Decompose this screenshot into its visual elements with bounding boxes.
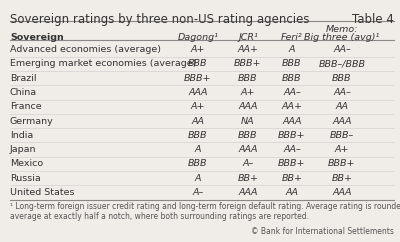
Text: AA: AA — [336, 102, 348, 111]
Text: A+: A+ — [191, 102, 205, 111]
Text: BBB: BBB — [282, 74, 302, 83]
Text: Table 4: Table 4 — [352, 13, 394, 26]
Text: © Bank for International Settlements: © Bank for International Settlements — [251, 227, 394, 236]
Text: BBB: BBB — [188, 131, 208, 140]
Text: China: China — [10, 88, 37, 97]
Text: BBB: BBB — [238, 131, 258, 140]
Text: AA–: AA– — [283, 145, 301, 154]
Text: BBB: BBB — [238, 74, 258, 83]
Text: BBB–: BBB– — [330, 131, 354, 140]
Text: A–: A– — [242, 159, 254, 168]
Text: AA+: AA+ — [238, 45, 258, 54]
Text: A: A — [195, 145, 201, 154]
Text: A: A — [289, 45, 295, 54]
Text: BB+: BB+ — [282, 174, 302, 183]
Text: AAA: AAA — [238, 102, 258, 111]
Text: United States: United States — [10, 188, 74, 197]
Text: AA–: AA– — [333, 88, 351, 97]
Text: BBB+: BBB+ — [234, 59, 262, 68]
Text: A+: A+ — [191, 45, 205, 54]
Text: BBB: BBB — [332, 74, 352, 83]
Text: Sovereign ratings by three non-US rating agencies: Sovereign ratings by three non-US rating… — [10, 13, 310, 26]
Text: Japan: Japan — [10, 145, 36, 154]
Text: France: France — [10, 102, 42, 111]
Text: BBB+: BBB+ — [278, 159, 306, 168]
Text: Sovereign: Sovereign — [10, 33, 64, 42]
Text: AA–: AA– — [333, 45, 351, 54]
Text: BBB: BBB — [282, 59, 302, 68]
Text: BB+: BB+ — [238, 174, 258, 183]
Text: Brazil: Brazil — [10, 74, 36, 83]
Text: Big three (avg)¹: Big three (avg)¹ — [304, 33, 380, 42]
Text: AAA: AAA — [332, 188, 352, 197]
Text: ¹ Long-term foreign issuer credit rating and long-term foreign default rating. A: ¹ Long-term foreign issuer credit rating… — [10, 202, 400, 221]
Text: A+: A+ — [335, 145, 349, 154]
Text: BBB: BBB — [188, 159, 208, 168]
Text: AA–: AA– — [283, 88, 301, 97]
Text: JCR¹: JCR¹ — [238, 33, 258, 42]
Text: A: A — [195, 174, 201, 183]
Text: BBB+: BBB+ — [184, 74, 212, 83]
Text: BBB+: BBB+ — [278, 131, 306, 140]
Text: AAA: AAA — [282, 116, 302, 126]
Text: Feri²: Feri² — [281, 33, 303, 42]
Text: BBB: BBB — [188, 59, 208, 68]
Text: BBB+: BBB+ — [328, 159, 356, 168]
Text: BBB–/BBB: BBB–/BBB — [318, 59, 366, 68]
Text: AAA: AAA — [188, 88, 208, 97]
Text: Dagong¹: Dagong¹ — [178, 33, 218, 42]
Text: BB+: BB+ — [332, 174, 352, 183]
Text: AA+: AA+ — [282, 102, 302, 111]
Text: Russia: Russia — [10, 174, 41, 183]
Text: AAA: AAA — [238, 188, 258, 197]
Text: AAA: AAA — [332, 116, 352, 126]
Text: AA: AA — [286, 188, 298, 197]
Text: Germany: Germany — [10, 116, 54, 126]
Text: A+: A+ — [241, 88, 255, 97]
Text: India: India — [10, 131, 33, 140]
Text: A–: A– — [192, 188, 204, 197]
Text: Memo:: Memo: — [326, 25, 358, 34]
Text: NA: NA — [241, 116, 255, 126]
Text: Advanced economies (average): Advanced economies (average) — [10, 45, 161, 54]
Text: Mexico: Mexico — [10, 159, 43, 168]
Text: AAA: AAA — [238, 145, 258, 154]
Text: Emerging market economies (average): Emerging market economies (average) — [10, 59, 196, 68]
Text: AA: AA — [192, 116, 204, 126]
